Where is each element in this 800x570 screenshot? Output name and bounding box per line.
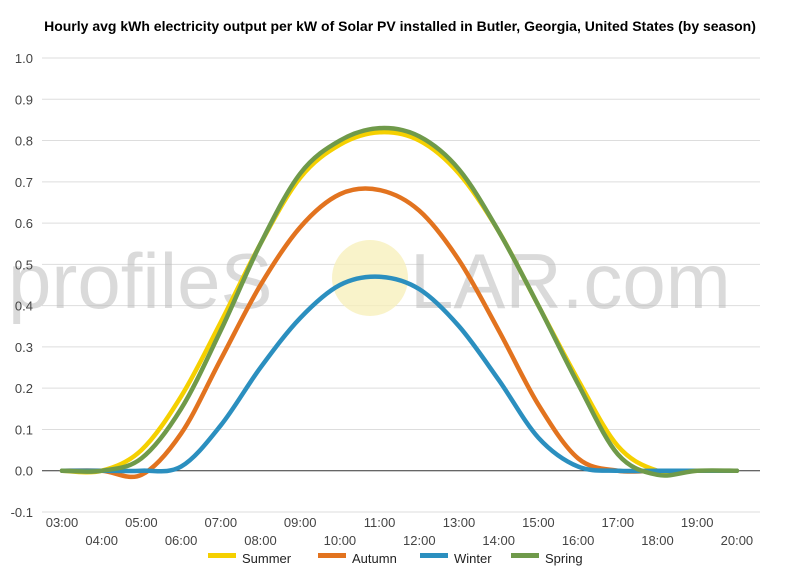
legend-label-summer: Summer [242,551,292,566]
series-line-summer [59,129,740,475]
legend-swatch-summer [208,553,236,558]
chart-title: Hourly avg kWh electricity output per kW… [44,18,756,34]
legend-label-spring: Spring [545,551,583,566]
x-tick-label: 20:00 [721,533,754,548]
x-tick-label: 11:00 [364,515,396,530]
y-tick-label: 0.7 [15,175,33,190]
series-line-spring [59,125,740,478]
watermark-right-text: LAR.com [410,237,731,325]
x-tick-label: 04:00 [85,533,118,548]
x-tick-label: 06:00 [165,533,198,548]
legend-swatch-winter [420,553,448,558]
x-tick-label: 13:00 [443,515,476,530]
y-tick-label: 0.5 [15,257,33,272]
y-tick-label: 0.6 [15,216,33,231]
y-tick-label: 0.4 [15,299,33,314]
legend-label-autumn: Autumn [352,551,397,566]
x-tick-label: 10:00 [324,533,357,548]
y-tick-label: 1.0 [15,51,33,66]
x-tick-label: 05:00 [125,515,158,530]
x-tick-label: 07:00 [205,515,238,530]
x-tick-label: 12:00 [403,533,436,548]
x-tick-label: 09:00 [284,515,317,530]
grid-layer [42,57,760,513]
x-tick-label: 08:00 [244,533,277,548]
x-tick-label: 18:00 [641,533,674,548]
legend-swatch-autumn [318,553,346,558]
series-line-winter [59,274,740,474]
legend-swatch-spring [511,553,539,558]
watermark: profileS LAR.com [8,237,731,325]
x-tick-label: 17:00 [602,515,635,530]
x-tick-label: 14:00 [482,533,515,548]
x-tick-label: 19:00 [681,515,714,530]
legend: Summer Autumn Winter Spring [208,551,583,566]
series-layer [59,125,740,480]
y-tick-label: 0.2 [15,381,33,396]
y-tick-label: 0.8 [15,134,33,149]
watermark-left-text: profileS [8,237,272,325]
y-tick-label: 0.0 [15,464,33,479]
legend-label-winter: Winter [454,551,492,566]
y-tick-label: 0.9 [15,92,33,107]
x-tick-label: 03:00 [46,515,79,530]
y-tick-label: 0.3 [15,340,33,355]
y-tick-label: -0.1 [11,505,33,520]
x-tick-label: 16:00 [562,533,595,548]
y-tick-label: 0.1 [15,422,33,437]
x-tick-label: 15:00 [522,515,555,530]
axis-layer: -0.1 0.0 0.1 0.2 0.3 0.4 0.5 0.6 0.7 0.8 0.9 1.0 03:… [11,51,760,548]
